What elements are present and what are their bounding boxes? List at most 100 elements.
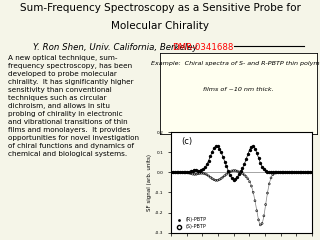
- Point: [254, 209, 259, 213]
- Point: [197, 169, 202, 173]
- Point: [258, 223, 263, 227]
- Point: [242, 173, 247, 177]
- Point: [236, 170, 242, 174]
- Point: [233, 169, 238, 173]
- Point: [272, 171, 277, 175]
- Point: [244, 157, 249, 161]
- Point: [208, 154, 213, 158]
- Point: [297, 170, 302, 174]
- Legend: (R)-PBTP, (S)-PBTP: (R)-PBTP, (S)-PBTP: [173, 216, 209, 231]
- Point: [297, 170, 302, 174]
- Point: [231, 178, 236, 182]
- Point: [187, 170, 192, 174]
- Point: [292, 170, 297, 174]
- Point: [283, 170, 288, 174]
- Point: [252, 147, 258, 150]
- Point: [181, 170, 186, 174]
- Point: [190, 172, 195, 176]
- Point: [169, 170, 174, 174]
- Point: [204, 162, 209, 166]
- Point: [244, 175, 249, 179]
- Point: [188, 172, 193, 175]
- Point: [203, 166, 208, 169]
- Point: [295, 170, 300, 174]
- Point: [192, 168, 197, 172]
- Point: [290, 170, 295, 174]
- Point: [210, 150, 215, 154]
- Point: [288, 170, 293, 174]
- Point: [213, 178, 218, 182]
- Point: [300, 170, 306, 174]
- Point: [286, 170, 292, 174]
- Point: [213, 144, 218, 148]
- Point: [199, 168, 204, 172]
- Point: [222, 174, 227, 178]
- Point: [277, 170, 283, 174]
- Point: [277, 170, 283, 174]
- Point: [169, 170, 174, 174]
- Point: [187, 171, 192, 175]
- Point: [256, 218, 261, 222]
- Point: [295, 170, 300, 174]
- Point: [236, 173, 242, 176]
- Point: [194, 172, 199, 176]
- Point: [306, 170, 311, 174]
- Text: Y. Ron Shen, Univ. California, Berkeley: Y. Ron Shen, Univ. California, Berkeley: [33, 43, 197, 52]
- Point: [217, 178, 222, 181]
- Point: [226, 171, 231, 175]
- Point: [247, 148, 252, 151]
- Point: [220, 155, 226, 159]
- Point: [215, 144, 220, 148]
- Point: [190, 169, 195, 173]
- Point: [274, 170, 279, 174]
- Point: [286, 170, 292, 174]
- Point: [215, 178, 220, 182]
- Point: [181, 170, 186, 174]
- Point: [183, 171, 188, 174]
- Point: [174, 170, 179, 174]
- Point: [235, 175, 240, 179]
- Text: films of ~10 nm thick.: films of ~10 nm thick.: [203, 87, 274, 92]
- Point: [249, 184, 254, 188]
- Point: [240, 166, 245, 170]
- Point: [304, 170, 309, 174]
- Point: [206, 159, 211, 162]
- Text: Molecular Chirality: Molecular Chirality: [111, 21, 209, 31]
- Point: [224, 172, 229, 176]
- Point: [263, 203, 268, 206]
- Point: [279, 170, 284, 174]
- Point: [172, 170, 177, 174]
- Point: [229, 169, 234, 173]
- Point: [188, 169, 193, 173]
- Point: [196, 172, 201, 176]
- Point: [260, 222, 265, 225]
- Point: [267, 182, 272, 186]
- Point: [229, 176, 234, 180]
- Point: [245, 152, 250, 156]
- Point: [201, 168, 206, 171]
- Point: [251, 144, 256, 148]
- Point: [206, 174, 211, 178]
- Point: [196, 169, 201, 173]
- Point: [268, 176, 274, 180]
- Text: (c): (c): [181, 137, 192, 146]
- Point: [270, 173, 275, 177]
- Point: [219, 150, 224, 154]
- Point: [258, 161, 263, 165]
- Point: [197, 172, 202, 175]
- Point: [174, 170, 179, 174]
- Point: [228, 173, 233, 177]
- Point: [261, 214, 267, 218]
- Point: [179, 170, 184, 174]
- Point: [293, 170, 299, 174]
- Point: [212, 178, 217, 182]
- Point: [279, 170, 284, 174]
- Text: Example:  Chiral spectra of S- and R-PBTP thin polymer: Example: Chiral spectra of S- and R-PBTP…: [151, 61, 320, 66]
- Point: [192, 172, 197, 176]
- Point: [247, 180, 252, 184]
- Point: [281, 170, 286, 174]
- Point: [212, 146, 217, 150]
- Point: [309, 170, 315, 174]
- Point: [233, 177, 238, 181]
- Point: [302, 170, 308, 174]
